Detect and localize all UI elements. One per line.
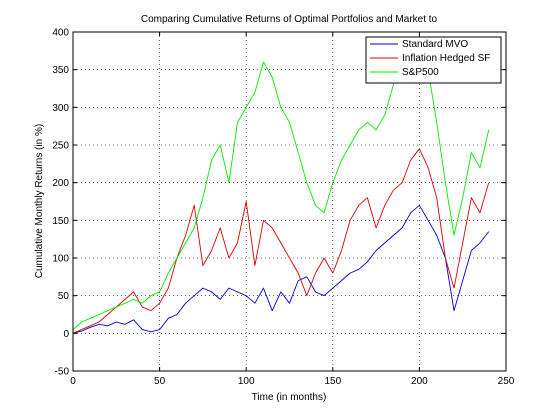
y-tick-label: 250 [52, 141, 69, 152]
y-tick-label: 350 [52, 65, 69, 76]
y-tick-label: -50 [55, 367, 70, 378]
y-axis-label: Cumulative Monthly Returns (in %) [34, 124, 45, 279]
x-axis-label: Time (in months) [252, 392, 327, 403]
chart-title: Comparing Cumulative Returns of Optimal … [141, 14, 438, 25]
y-tick-label: 400 [52, 28, 69, 39]
legend-label-2: S&P500 [402, 67, 439, 78]
series-line-0 [72, 204, 490, 334]
axis-ticks: 0 50 100 150 200 250-500501001502002503003504… [52, 28, 514, 388]
legend-label-0: Standard MVO [402, 39, 468, 50]
x-tick-label: 0 [70, 376, 76, 387]
y-tick-label: 150 [52, 216, 69, 227]
y-tick-label: 200 [52, 178, 69, 189]
y-tick-label: 100 [52, 254, 69, 265]
y-tick-label: 300 [52, 103, 69, 114]
legend-box [365, 36, 502, 84]
legend: Standard MVO Inflation Hedged SF S&P500 [365, 36, 502, 84]
x-tick-label: 150 [324, 376, 341, 387]
legend-entries: Standard MVO Inflation Hedged SF S&P500 [370, 39, 490, 78]
series-line-1 [72, 148, 490, 334]
y-tick-label: 0 [63, 329, 69, 340]
x-tick-label: 50 [154, 376, 166, 387]
plot-frame [72, 31, 507, 372]
x-tick-label: 250 [498, 376, 515, 387]
plot-area [73, 32, 506, 371]
x-tick-label: 100 [238, 376, 255, 387]
legend-label-1: Inflation Hedged SF [402, 53, 490, 64]
y-tick-label: 50 [58, 291, 70, 302]
x-tick-label: 200 [411, 376, 428, 387]
